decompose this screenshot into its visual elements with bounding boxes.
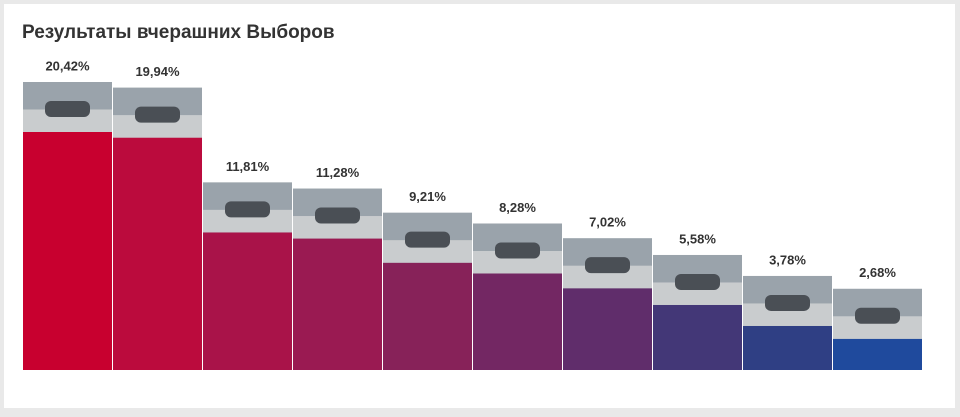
car-shape [675,273,720,290]
car-shape [855,307,900,324]
car-shape [405,231,450,248]
bar [653,304,742,370]
car-shape [585,257,630,274]
car-photo-ground [293,216,382,239]
value-label: 11,81% [226,159,270,174]
car-photo-ground [743,303,832,326]
car-shape [225,201,270,218]
car-photo-ground [563,265,652,289]
car-shape [495,242,540,259]
car-photo-ground [113,115,202,138]
car-photo-ground [473,250,562,274]
value-label: 9,21% [409,189,446,204]
value-label: 19,94% [135,64,180,79]
bar [743,325,832,370]
bar [113,137,202,370]
value-label: 8,28% [499,200,536,215]
value-label: 3,78% [769,252,806,267]
car-shape [45,101,90,117]
value-label: 11,28% [316,165,360,180]
value-label: 20,42% [45,58,90,73]
bar [833,338,922,370]
car-photo-ground [23,109,112,132]
car-shape [765,294,810,311]
car-photo-ground [833,316,922,339]
value-label: 5,58% [679,231,716,246]
car-photo-ground [383,240,472,263]
value-label: 7,02% [589,215,626,230]
bar [473,273,562,370]
chart-title: Результаты вчерашних Выборов [22,22,335,43]
bar [203,232,292,370]
value-label: 2,68% [859,265,896,280]
bar [293,238,382,370]
bar [563,288,652,370]
car-shape [135,106,180,123]
bar [383,262,472,370]
car-shape [315,207,360,224]
car-photo-ground [203,209,292,233]
bar [23,132,112,370]
car-photo-ground [653,282,742,305]
